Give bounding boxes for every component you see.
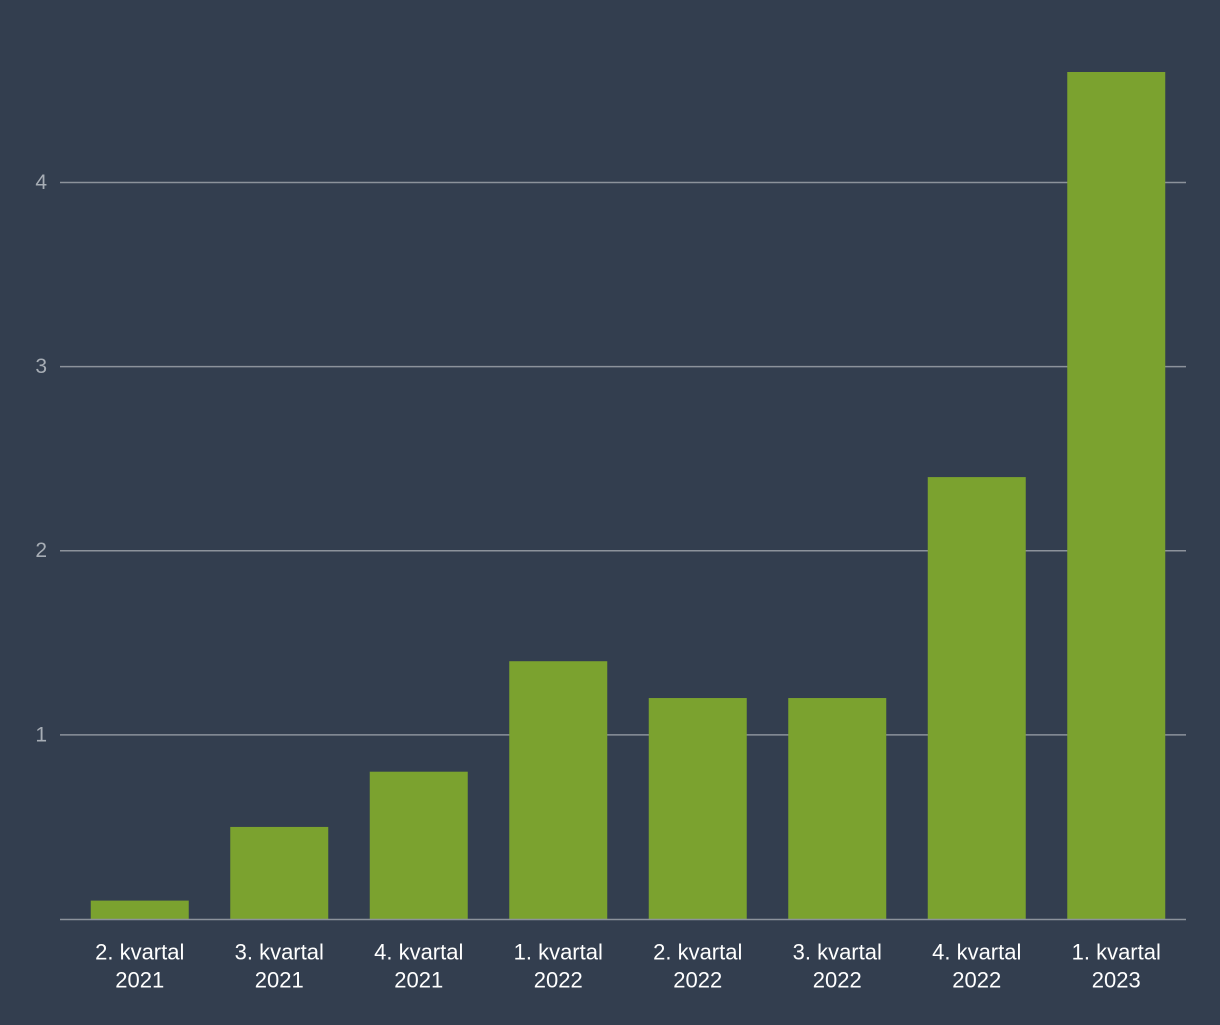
x-tick-label: 4. kvartal (932, 940, 1021, 965)
x-tick-label: 2022 (952, 968, 1001, 993)
y-tick-label: 4 (35, 171, 47, 194)
x-tick-label: 2022 (534, 968, 583, 993)
y-tick-label: 2 (35, 539, 47, 562)
x-axis-labels: 2. kvartal 2021 3. kvartal 2021 4. kvartal 20… (95, 940, 1161, 993)
bar (788, 698, 887, 919)
x-tick-label: 1. kvartal (1072, 940, 1161, 965)
bar (1067, 72, 1166, 919)
x-tick-label: 2. kvartal (95, 940, 184, 965)
bar (90, 900, 189, 919)
x-tick-label: 2023 (1092, 968, 1141, 993)
bars (90, 72, 1166, 919)
y-axis-ticks: 1 2 3 4 (35, 171, 47, 746)
x-tick-label: 2022 (813, 968, 862, 993)
x-tick-label: 2021 (394, 968, 443, 993)
x-tick-label: 3. kvartal (235, 940, 324, 965)
x-tick-label: 3. kvartal (793, 940, 882, 965)
x-tick-label: 2021 (255, 968, 304, 993)
bar (927, 477, 1026, 919)
x-tick-label: 2. kvartal (653, 940, 742, 965)
x-tick-label: 4. kvartal (374, 940, 463, 965)
x-tick-label: 2021 (115, 968, 164, 993)
bar (230, 826, 329, 919)
y-tick-label: 3 (35, 355, 47, 378)
y-tick-label: 1 (35, 723, 47, 746)
bar (369, 771, 468, 919)
bar (509, 661, 608, 919)
bar (648, 698, 747, 919)
x-tick-label: 1. kvartal (514, 940, 603, 965)
x-tick-label: 2022 (673, 968, 722, 993)
